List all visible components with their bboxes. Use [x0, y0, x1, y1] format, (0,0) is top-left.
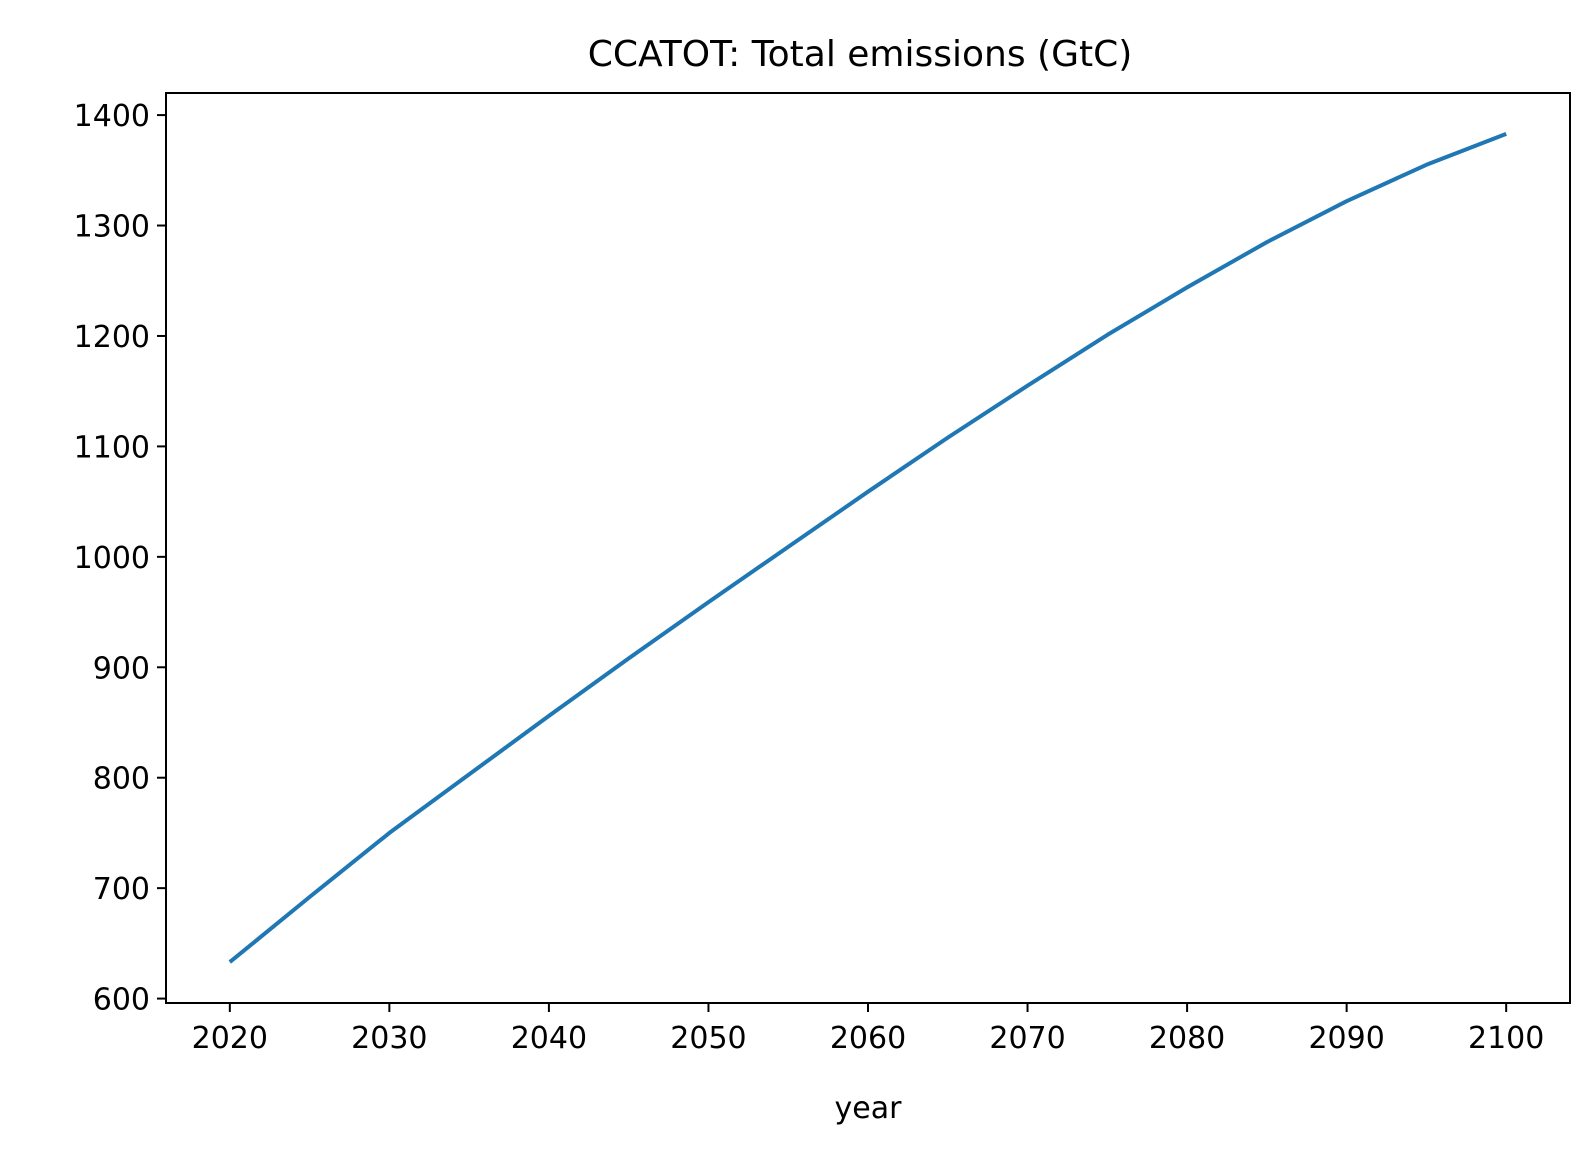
- y-tick-label: 700: [93, 872, 150, 907]
- x-tick-label: 2020: [192, 1021, 268, 1056]
- x-tick-label: 2040: [511, 1021, 587, 1056]
- x-tick-label: 2030: [351, 1021, 427, 1056]
- y-tick-label: 900: [93, 651, 150, 686]
- y-tick-label: 1100: [74, 430, 150, 465]
- y-tick-label: 1400: [74, 99, 150, 134]
- y-tick-label: 1300: [74, 210, 150, 245]
- series-line: [228, 132, 1507, 964]
- x-tick-label: 2070: [989, 1021, 1065, 1056]
- x-tick-label: 2090: [1308, 1021, 1384, 1056]
- y-axis: 600 700 800 900 1000 1100 1200 1300 1400: [74, 99, 166, 1018]
- y-tick-label: 800: [93, 762, 150, 797]
- y-tick-label: 1200: [74, 320, 150, 355]
- plot-area: [228, 132, 1507, 964]
- x-axis: 2020 2030 2040 2050 2060 2070 2080 2090 2100: [192, 1003, 1544, 1056]
- x-axis-label: year: [835, 1091, 903, 1126]
- chart-title: CCATOT: Total emissions (GtC): [588, 34, 1133, 75]
- y-tick-label: 1000: [74, 541, 150, 576]
- x-tick-label: 2100: [1468, 1021, 1544, 1056]
- x-tick-label: 2050: [670, 1021, 746, 1056]
- y-tick-label: 600: [93, 983, 150, 1018]
- x-tick-label: 2080: [1149, 1021, 1225, 1056]
- x-tick-label: 2060: [830, 1021, 906, 1056]
